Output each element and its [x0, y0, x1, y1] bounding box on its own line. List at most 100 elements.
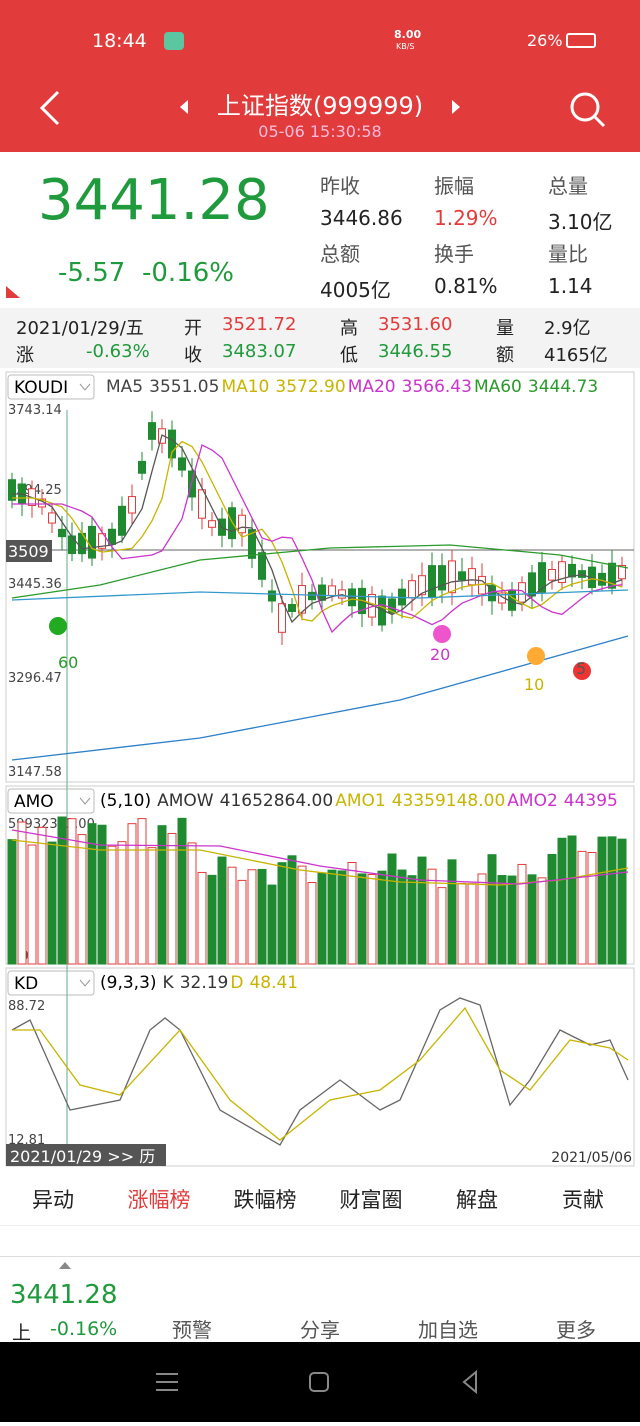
volume-bar [47, 841, 57, 965]
selector-label: KD [14, 974, 38, 994]
action[interactable]: 更多 [556, 1318, 596, 1342]
volume-bar [57, 816, 67, 965]
volume-bar [237, 879, 247, 965]
volume-bar [317, 872, 327, 965]
action[interactable]: 加自选 [418, 1318, 478, 1342]
candle-body [118, 505, 126, 536]
marker-label: 60 [58, 653, 78, 672]
candle-body [608, 562, 616, 589]
back-button[interactable] [30, 86, 70, 130]
detail-value: 3483.07 [222, 341, 297, 362]
candle-body [178, 457, 186, 471]
candle-body [458, 571, 466, 581]
selector [7, 788, 95, 814]
indicator: AMO2 44395 [507, 791, 618, 811]
volume-bar [537, 877, 547, 965]
indicator-name: MA20 [348, 377, 396, 397]
footer-market: 上 [12, 1322, 32, 1344]
volume-bar [577, 850, 587, 965]
indicator-name: MA10 [221, 377, 269, 397]
selector-label: AMO [14, 792, 54, 812]
candle-body [128, 496, 136, 514]
volume-bar [217, 856, 227, 965]
detail-value: 4165亿 [544, 345, 608, 366]
volume-bar [407, 875, 417, 965]
volume-bar [437, 887, 447, 965]
stat-value: 1.14 [548, 274, 593, 298]
candle-body [438, 565, 446, 591]
detail-value: 3531.60 [378, 314, 453, 335]
tab[interactable]: 涨幅榜 [127, 1188, 191, 1212]
kd-start: 2021/01/29 >> 历 [10, 1147, 155, 1166]
candle-body [8, 479, 16, 501]
candle-body [148, 422, 156, 440]
prev-button[interactable] [176, 96, 192, 118]
k-line [11, 997, 629, 1146]
volume-bar [417, 856, 427, 965]
candle-body [378, 595, 386, 626]
tab[interactable]: 解盘 [456, 1188, 498, 1212]
volume-bar [507, 875, 517, 965]
candle-body [578, 570, 586, 578]
detail-label: 收 [184, 345, 202, 366]
kd-end: 2021/05/06 [551, 1150, 632, 1166]
d-line [12, 1006, 629, 1141]
volume-bar [487, 854, 497, 965]
nav-home[interactable] [309, 1372, 329, 1392]
tab[interactable]: 跌幅榜 [233, 1188, 297, 1212]
corner-flag-shape [6, 286, 20, 298]
candle-body [478, 575, 486, 595]
ma-line [12, 434, 623, 624]
stat-label: 总量 [548, 174, 588, 198]
volume-bar [197, 871, 207, 965]
ma-line [11, 589, 629, 601]
volume-bar [117, 841, 127, 965]
panel-frame [5, 371, 635, 783]
status-speed-unit: KB/S [396, 42, 415, 51]
bottom-bar [0, 1256, 640, 1342]
marker-label: 5 [576, 659, 586, 678]
tabs [0, 1170, 640, 1226]
search-icon [570, 92, 600, 122]
volume-bar [457, 882, 467, 965]
volume-bar [377, 870, 387, 965]
candle-body [248, 529, 256, 559]
detail-label: 开 [184, 318, 202, 339]
next-button[interactable] [448, 96, 464, 118]
price: 3441.28 [38, 168, 270, 233]
volume-bar [277, 862, 287, 965]
gem-icon [527, 647, 545, 665]
indicator-value: 44395 [564, 791, 618, 811]
nav-icons [156, 1369, 477, 1395]
candle-body [278, 603, 286, 633]
indicator-name: MA5 [106, 377, 143, 397]
candle-body [208, 520, 216, 528]
gem-icon [49, 617, 67, 635]
marker-label: 10 [524, 675, 544, 694]
indicator-name: MA60 [474, 377, 522, 397]
candle-body [498, 592, 506, 604]
candle-body [48, 512, 56, 524]
subtitle: 05-06 15:30:58 [258, 122, 382, 141]
volume-bar [257, 868, 267, 965]
indicator-name: AMOW [157, 791, 214, 811]
change: -5.57 [58, 258, 126, 288]
marker-label: 20 [430, 645, 450, 664]
candle-body [388, 598, 396, 614]
volume-bar [147, 847, 157, 965]
candle-body [138, 460, 146, 474]
footer-price: 3441.28 [10, 1280, 118, 1310]
volume-bar [367, 874, 377, 965]
tab[interactable]: 异动 [32, 1188, 74, 1212]
search-button[interactable] [565, 88, 609, 132]
detail-date: 2021/01/29/五 [16, 318, 144, 339]
volume-bar [87, 823, 97, 965]
nav-back[interactable] [462, 1369, 477, 1395]
tab[interactable]: 贡献 [562, 1188, 604, 1212]
indicator-value: 3444.73 [528, 377, 598, 397]
volume-bar [77, 834, 87, 965]
volume-bar [187, 842, 197, 965]
action[interactable]: 预警 [172, 1318, 212, 1342]
tab[interactable]: 财富圈 [339, 1188, 403, 1212]
action[interactable]: 分享 [300, 1318, 340, 1342]
